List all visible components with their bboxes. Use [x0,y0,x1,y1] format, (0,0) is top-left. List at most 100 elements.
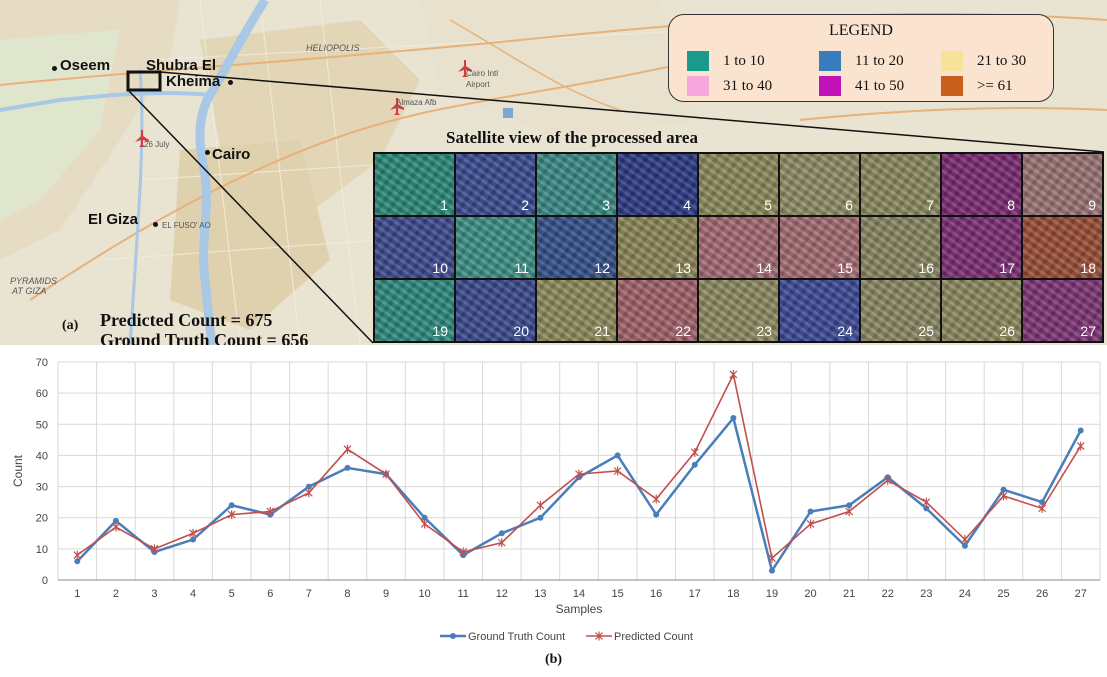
y-tick-label: 40 [36,450,48,462]
map-label-shubra: Shubra El [146,57,217,74]
x-tick-label: 26 [1036,588,1048,600]
satellite-tile-19: 19 [375,280,454,341]
series-line-ground-truth [76,415,1082,574]
data-point [923,505,930,512]
satellite-tile-26: 26 [942,280,1021,341]
data-point [1076,441,1085,451]
x-tick-label: 9 [383,588,389,600]
satellite-tile-1: 1 [375,154,454,215]
legend-entry-6: >= 61 [941,76,1013,96]
y-tick-label: 30 [36,482,48,494]
data-point [961,535,969,545]
tile-number: 11 [514,260,529,276]
data-point [344,464,351,471]
data-point [614,452,621,459]
y-tick-label: 70 [36,357,48,369]
map-label-airport-1: Cairo Intl [466,69,499,78]
data-point [1038,503,1047,513]
satellite-tile-grid: 1 2 3 4 5 6 7 8 9 10 11 12 13 14 15 16 17 18 19 20 21 22 23 24 2… [373,152,1104,343]
x-tick-label: 12 [496,588,508,600]
x-tick-label: 23 [920,588,932,600]
satellite-title: Satellite view of the processed area [446,128,698,147]
data-point [112,517,119,524]
y-tick-label: 20 [36,513,48,525]
legend-box: LEGEND 1 to 10 11 to 20 21 to 30 31 to 4… [668,14,1054,102]
panel-b-tag: (b) [544,652,563,667]
data-point [729,369,738,379]
legend-swatch [687,76,709,96]
tile-number: 22 [675,323,691,339]
tile-number: 8 [1007,197,1015,213]
data-point [537,514,544,521]
data-point [922,497,931,507]
data-point [613,466,622,476]
data-point [806,519,815,529]
data-point [450,633,456,639]
data-point [227,510,236,520]
data-point [653,511,660,518]
x-tick-label: 14 [573,588,585,600]
x-tick-label: 2 [113,588,119,600]
x-tick-label: 18 [727,588,739,600]
legend-entry-5: 41 to 50 [819,76,904,96]
satellite-tile-4: 4 [618,154,697,215]
tile-number: 9 [1088,197,1096,213]
chart-series [73,369,1085,574]
x-tick-label: 11 [458,588,469,600]
data-point [691,461,698,468]
series-line-predicted [76,372,1082,560]
data-point [421,514,428,521]
data-point [459,547,468,557]
tile-number: 17 [999,260,1015,276]
kheima-dot [228,80,233,85]
satellite-tile-25: 25 [861,280,940,341]
legend-entry-3: 21 to 30 [941,51,1026,71]
satellite-tile-11: 11 [456,217,535,278]
data-point [595,631,603,641]
data-point [111,522,120,532]
y-tick-label: 10 [36,544,48,556]
satellite-tile-23: 23 [699,280,778,341]
x-tick-label: 19 [766,588,778,600]
tile-number: 1 [440,197,448,213]
tile-number: 24 [837,323,853,339]
data-point [1039,499,1046,506]
legend-swatch [687,51,709,71]
satellite-tile-9: 9 [1023,154,1102,215]
count-summary: Predicted Count = 675 Ground Truth Count… [100,310,308,345]
legend-swatch [819,51,841,71]
legend-label: >= 61 [977,77,1013,94]
legend-label: 31 to 40 [723,77,773,94]
predicted-count-total: Predicted Count = 675 [100,310,273,330]
satellite-tile-12: 12 [537,217,616,278]
data-point [768,567,775,574]
legend-label: 21 to 30 [977,52,1027,69]
map-label-almaza: Almaza Afb [396,98,437,107]
x-axis-title: Samples [556,602,603,616]
tile-number: 2 [521,197,529,213]
data-point [420,519,429,529]
panel-a-tag: (a) [62,318,79,333]
data-point [305,483,312,490]
data-point [845,506,854,516]
tile-number: 18 [1080,260,1096,276]
satellite-tile-5: 5 [699,154,778,215]
x-tick-label: 17 [689,588,701,600]
oseem-dot [52,66,57,71]
x-tick-label: 25 [997,588,1009,600]
data-point [190,536,197,543]
map-label-pyramids-2: AT GIZA [12,286,47,296]
x-tick-label: 7 [306,588,312,600]
satellite-tile-17: 17 [942,217,1021,278]
data-point [304,488,313,498]
map-label-fustat: EL FUSO' AO [162,221,211,230]
map-label-kheima: Kheima [166,73,221,90]
data-point [497,538,506,548]
cairo-dot [205,150,210,155]
y-tick-label: 0 [42,575,48,587]
tile-number: 3 [602,197,610,213]
legend-swatch [819,76,841,96]
satellite-tile-3: 3 [537,154,616,215]
y-tick-label: 60 [36,388,48,400]
